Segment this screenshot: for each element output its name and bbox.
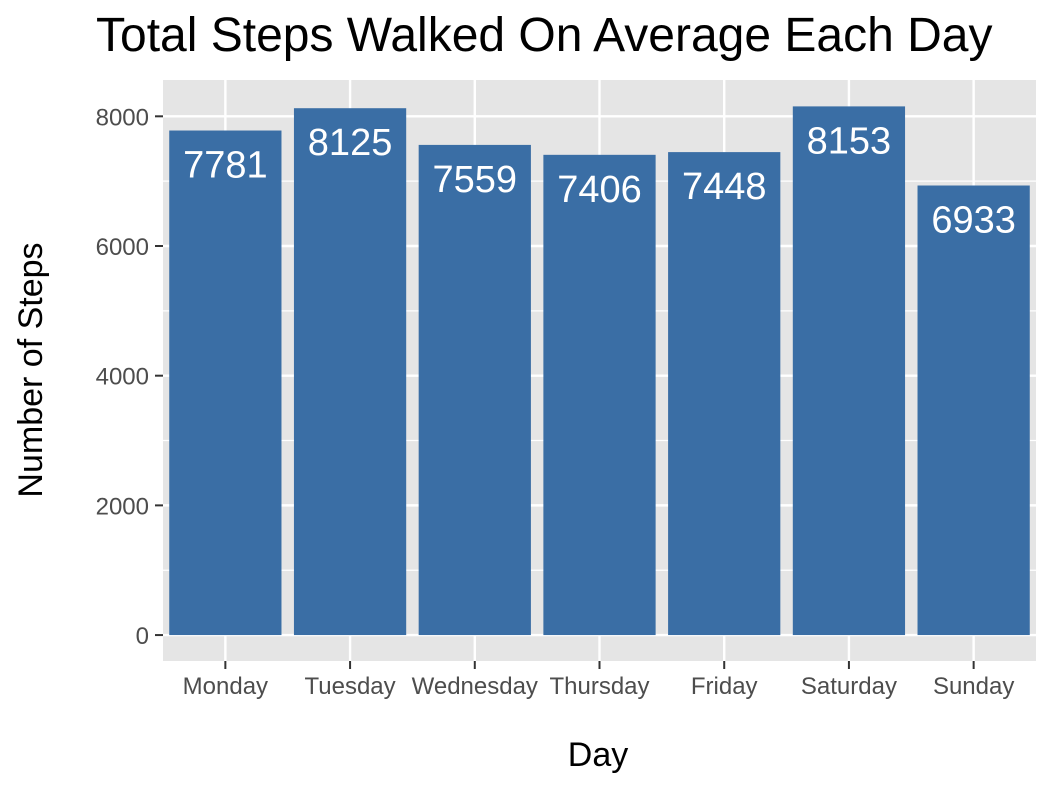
data-label-saturday: 8153 [807, 120, 892, 162]
y-axis-title: Number of Steps [12, 242, 50, 497]
bar-saturday [792, 106, 906, 636]
y-tick-label: 2000 [96, 493, 149, 520]
data-label-friday: 7448 [682, 166, 767, 208]
bar-friday [668, 152, 781, 636]
data-label-monday: 7781 [183, 145, 268, 187]
x-tick-label-saturday: Saturday [801, 673, 897, 700]
bar-monday [169, 130, 282, 636]
x-tick-label-wednesday: Wednesday [412, 673, 538, 700]
y-tick-label: 4000 [96, 364, 149, 391]
bar-sunday [917, 185, 1030, 636]
data-label-tuesday: 8125 [308, 122, 393, 164]
y-tick-label: 0 [136, 623, 149, 650]
y-tick-label: 8000 [96, 104, 149, 131]
data-label-wednesday: 7559 [433, 159, 518, 201]
data-label-thursday: 7406 [557, 169, 642, 211]
x-tick-label-monday: Monday [183, 673, 268, 700]
bar-wednesday [418, 144, 531, 636]
x-axis-title: Day [568, 736, 628, 774]
x-tick-label-thursday: Thursday [549, 673, 649, 700]
chart-title: Total Steps Walked On Average Each Day [96, 9, 993, 62]
y-tick-label: 6000 [96, 234, 149, 261]
x-tick-label-friday: Friday [691, 673, 758, 700]
x-tick-label-sunday: Sunday [933, 673, 1014, 700]
bar-thursday [543, 154, 656, 636]
x-tick-label-tuesday: Tuesday [304, 673, 395, 700]
bar-tuesday [293, 108, 407, 636]
data-label-sunday: 6933 [931, 200, 1016, 242]
